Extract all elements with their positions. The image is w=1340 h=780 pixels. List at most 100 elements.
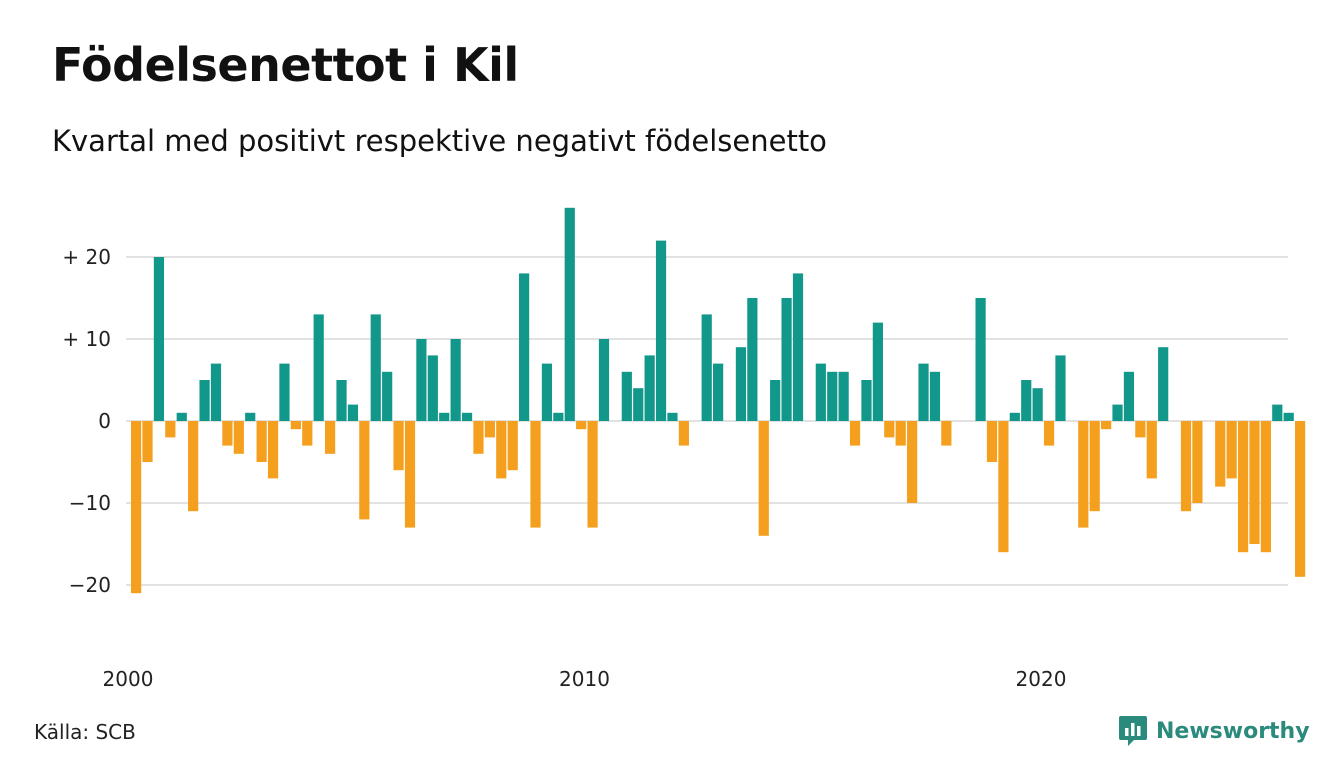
bar-negative xyxy=(1237,421,1249,553)
bar-positive xyxy=(827,371,838,421)
brand-name: Newsworthy xyxy=(1156,718,1310,744)
y-axis-ticks: + 20 + 10 0 −10 −20 xyxy=(62,245,111,597)
bar-positive xyxy=(1272,404,1283,421)
bar-negative xyxy=(941,421,952,446)
bar-positive xyxy=(633,388,644,421)
bar-positive xyxy=(644,355,655,421)
bar-negative xyxy=(188,421,199,512)
bar-positive xyxy=(735,347,747,421)
bar-negative xyxy=(907,421,918,503)
bar-negative xyxy=(998,421,1009,553)
chart-title: Födelsenettot i Kil xyxy=(52,38,519,92)
bar-negative xyxy=(1260,421,1271,553)
bar-positive xyxy=(279,363,290,421)
bar-positive xyxy=(382,371,393,421)
bar-positive xyxy=(770,380,781,421)
bar-positive xyxy=(347,404,359,421)
bar-negative xyxy=(325,421,336,454)
bar-positive xyxy=(929,371,941,421)
bar-positive xyxy=(176,412,187,421)
bar-positive xyxy=(1021,380,1032,421)
y-tick-label: + 20 xyxy=(62,245,111,269)
bar-negative xyxy=(142,421,153,462)
bar-negative xyxy=(1078,421,1089,528)
y-tick-label: 0 xyxy=(98,409,111,433)
bar-positive xyxy=(1112,404,1123,421)
bar-negative xyxy=(359,421,370,520)
bar-positive xyxy=(313,314,324,421)
bar-positive xyxy=(1283,412,1294,421)
bar-positive xyxy=(519,273,530,421)
bar-positive xyxy=(872,322,883,421)
bar-negative xyxy=(678,421,689,446)
bar-negative xyxy=(1249,421,1260,544)
y-tick-label: + 10 xyxy=(62,327,111,351)
bar-negative xyxy=(233,421,244,454)
bar-chart: + 20 + 10 0 −10 −20 2000 2010 2020 xyxy=(62,207,1306,691)
y-tick-label: −20 xyxy=(69,573,111,597)
bar-positive xyxy=(439,412,450,421)
bar-negative xyxy=(222,421,233,446)
bars xyxy=(131,207,1306,594)
bar-positive xyxy=(792,273,804,421)
bar-positive xyxy=(861,380,872,421)
bar-positive xyxy=(781,298,792,421)
bar-negative xyxy=(256,421,267,462)
bar-positive xyxy=(1158,347,1169,421)
bar-negative xyxy=(758,421,769,536)
bar-negative xyxy=(131,421,142,594)
bar-positive xyxy=(1123,371,1135,421)
bar-positive xyxy=(1032,388,1043,421)
bar-negative xyxy=(302,421,313,446)
bar-positive xyxy=(975,298,986,421)
bar-negative xyxy=(849,421,861,446)
bar-negative xyxy=(290,421,301,430)
bar-positive xyxy=(1009,412,1020,421)
bar-negative xyxy=(895,421,906,446)
bar-positive xyxy=(210,363,222,421)
bar-negative xyxy=(1135,421,1146,438)
bar-positive xyxy=(427,355,438,421)
bar-negative xyxy=(1215,421,1226,487)
bar-positive xyxy=(461,412,473,421)
bar-negative xyxy=(986,421,998,462)
bar-negative xyxy=(473,421,484,454)
bar-negative xyxy=(1146,421,1157,479)
bar-positive xyxy=(416,339,427,421)
source-note: Källa: SCB xyxy=(34,720,136,744)
brand-logo[interactable]: Newsworthy xyxy=(1118,714,1310,748)
bar-negative xyxy=(576,421,587,430)
bar-positive xyxy=(553,412,564,421)
bar-positive xyxy=(667,412,678,421)
bar-negative xyxy=(484,421,495,438)
bar-negative xyxy=(507,421,518,471)
x-tick-label: 2020 xyxy=(1016,667,1067,691)
bar-negative xyxy=(1180,421,1192,512)
bar-positive xyxy=(450,339,461,421)
bar-negative xyxy=(530,421,541,528)
bar-positive xyxy=(713,363,724,421)
x-tick-label: 2000 xyxy=(103,667,154,691)
bar-negative xyxy=(267,421,279,479)
bar-positive xyxy=(370,314,381,421)
bar-negative xyxy=(393,421,404,471)
bar-negative xyxy=(1101,421,1112,430)
bar-negative xyxy=(1043,421,1055,446)
bar-positive xyxy=(1055,355,1066,421)
bar-positive xyxy=(199,380,210,421)
bar-positive xyxy=(541,363,553,421)
bar-positive xyxy=(336,380,347,421)
bar-positive xyxy=(838,371,849,421)
bar-negative xyxy=(404,421,416,528)
bar-negative xyxy=(884,421,895,438)
chart-subtitle: Kvartal med positivt respektive negativt… xyxy=(52,124,827,158)
bar-positive xyxy=(747,298,758,421)
bar-negative xyxy=(1226,421,1237,479)
bar-negative xyxy=(1192,421,1203,503)
x-axis-ticks: 2000 2010 2020 xyxy=(103,667,1067,691)
bar-positive xyxy=(701,314,712,421)
bar-negative xyxy=(1295,421,1306,577)
bar-positive xyxy=(564,207,575,421)
bar-positive xyxy=(245,412,256,421)
newsworthy-logo-icon xyxy=(1119,716,1147,746)
